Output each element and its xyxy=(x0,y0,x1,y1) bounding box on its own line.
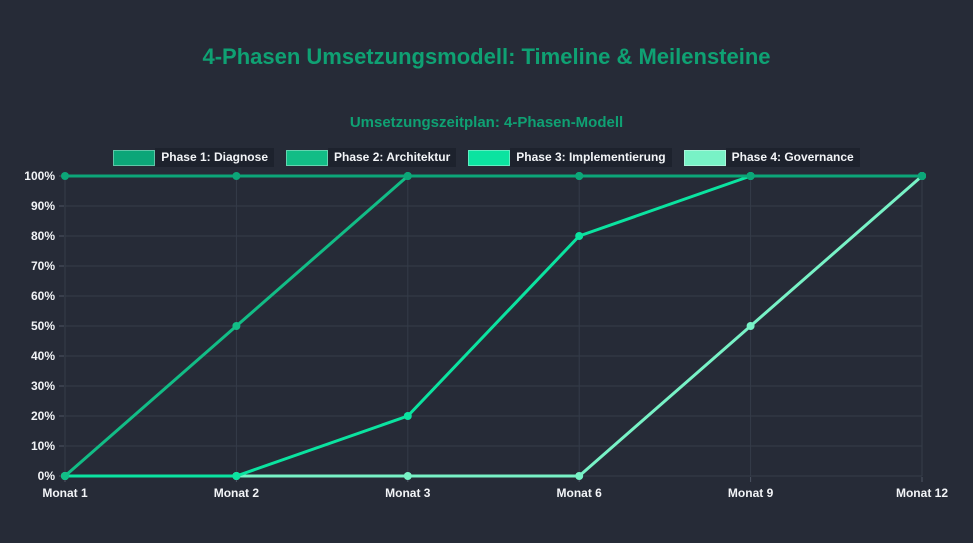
data-point xyxy=(232,322,241,330)
y-tick-label: 40% xyxy=(31,349,55,363)
x-tick-label: Monat 6 xyxy=(557,486,603,500)
data-point xyxy=(918,172,926,180)
legend-item-phase-2: Phase 2: Architektur xyxy=(286,148,457,167)
data-point xyxy=(232,172,241,180)
axes: 0% 10% 20% 30% 40% 50% 60% 70% 80% 90% 100% Monat 1… xyxy=(24,169,948,500)
y-tick-label: 60% xyxy=(31,289,55,303)
data-point xyxy=(232,472,241,480)
x-tick-label: Monat 9 xyxy=(728,486,774,500)
legend-item-phase-3: Phase 3: Implementierung xyxy=(468,148,672,167)
x-tick-label: Monat 2 xyxy=(214,486,260,500)
data-point xyxy=(403,472,412,480)
legend-swatch xyxy=(683,149,726,166)
legend-label: Phase 2: Architektur xyxy=(328,148,457,167)
data-point xyxy=(403,412,412,420)
series-1 xyxy=(61,172,926,180)
data-point xyxy=(575,472,584,480)
data-point xyxy=(746,322,755,330)
x-tick-label: Monat 3 xyxy=(385,486,431,500)
x-tick-label: Monat 1 xyxy=(42,486,88,500)
x-tick-label: Monat 12 xyxy=(896,486,948,500)
legend-swatch xyxy=(286,149,328,166)
legend-swatch xyxy=(113,149,156,166)
data-point xyxy=(61,172,69,180)
y-tick-label: 0% xyxy=(38,469,56,483)
y-tick-label: 10% xyxy=(31,439,55,453)
legend-swatch xyxy=(468,149,511,166)
data-point xyxy=(575,172,584,180)
data-point xyxy=(746,172,755,180)
y-tick-label: 70% xyxy=(31,259,55,273)
legend-label: Phase 3: Implementierung xyxy=(510,148,672,167)
y-tick-label: 80% xyxy=(31,229,55,243)
y-tick-label: 30% xyxy=(31,379,55,393)
y-tick-label: 90% xyxy=(31,199,55,213)
chart-legend: Phase 1: Diagnose Phase 2: Architektur Pha… xyxy=(0,148,973,167)
legend-item-phase-4: Phase 4: Governance xyxy=(683,148,860,167)
legend-item-phase-1: Phase 1: Diagnose xyxy=(113,148,274,167)
y-tick-label: 20% xyxy=(31,409,55,423)
data-point xyxy=(575,232,584,240)
legend-label: Phase 1: Diagnose xyxy=(155,148,274,167)
chart-subtitle: Umsetzungszeitplan: 4-Phasen-Modell xyxy=(349,114,624,131)
legend-label: Phase 4: Governance xyxy=(725,148,860,167)
y-tick-label: 50% xyxy=(31,319,55,333)
page-title: 4-Phasen Umsetzungsmodell: Timeline & Me… xyxy=(202,44,771,69)
data-point xyxy=(403,172,412,180)
data-point xyxy=(61,472,69,480)
y-tick-label: 100% xyxy=(24,169,55,183)
